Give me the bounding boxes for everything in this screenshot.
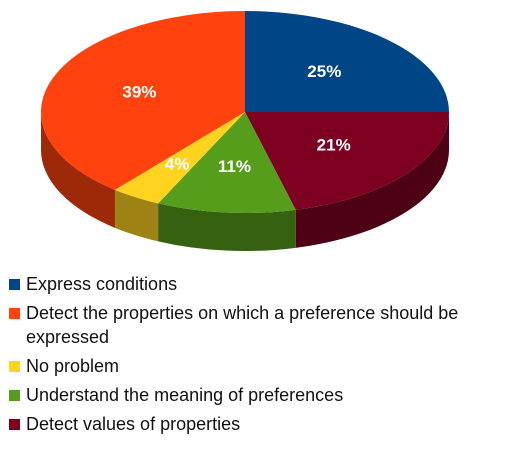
legend-label: Detect the properties on which a prefere… [26,303,459,347]
legend-item-detect-values-of-properties: Detect values of properties [9,412,514,436]
pie-label-detect-values-of-properties: 21% [317,135,351,154]
pie-slice-detect-the-properties-on-which-a-preference-should-be-expressed [41,11,245,190]
legend-swatch [9,279,20,290]
pie-slice-no-problem [114,112,245,204]
pie-side-detect-the-properties-on-which-a-preference-should-be-expressed [41,112,115,228]
legend-item-no-problem: No problem [9,354,514,378]
pie-sides [41,112,449,251]
legend-label: Understand the meaning of preferences [26,385,344,405]
legend-swatch [9,419,20,430]
legend-item-express-conditions: Express conditions [9,272,514,296]
legend-swatch [9,308,20,319]
pie-side-understand-the-meaning-of-preferences [158,203,296,251]
pie-label-understand-the-meaning-of-preferences: 11% [218,157,251,176]
pie-slice-detect-values-of-properties [245,112,449,210]
pie-slice-understand-the-meaning-of-preferences [158,112,296,214]
pie-label-no-problem: 4% [165,154,190,173]
pie-label-detect-the-properties-on-which-a-preference-should-be-expressed: 39% [122,83,156,102]
legend: Express conditions Detect the properties … [9,272,514,441]
pie-labels: 25% 21% 11% 4% 39% [122,62,350,176]
legend-item-understand-the-meaning-of-preferences: Understand the meaning of preferences [9,383,514,407]
legend-label: No problem [26,356,120,376]
pie-side-detect-values-of-properties [295,112,449,248]
pie-label-express-conditions: 25% [307,62,341,81]
legend-item-detect-the-properties-on-which-a-preference-should-be-expressed: Detect the properties on which a prefere… [9,301,514,349]
pie-tops [41,11,449,214]
legend-swatch [9,390,20,401]
legend-label: Express conditions [26,274,178,294]
legend-swatch [9,361,20,372]
pie-chart: 25% 21% 11% 4% 39% [41,11,449,251]
pie-slice-express-conditions [245,11,449,112]
pie-side-no-problem [114,189,159,242]
legend-label: Detect values of properties [26,414,241,434]
